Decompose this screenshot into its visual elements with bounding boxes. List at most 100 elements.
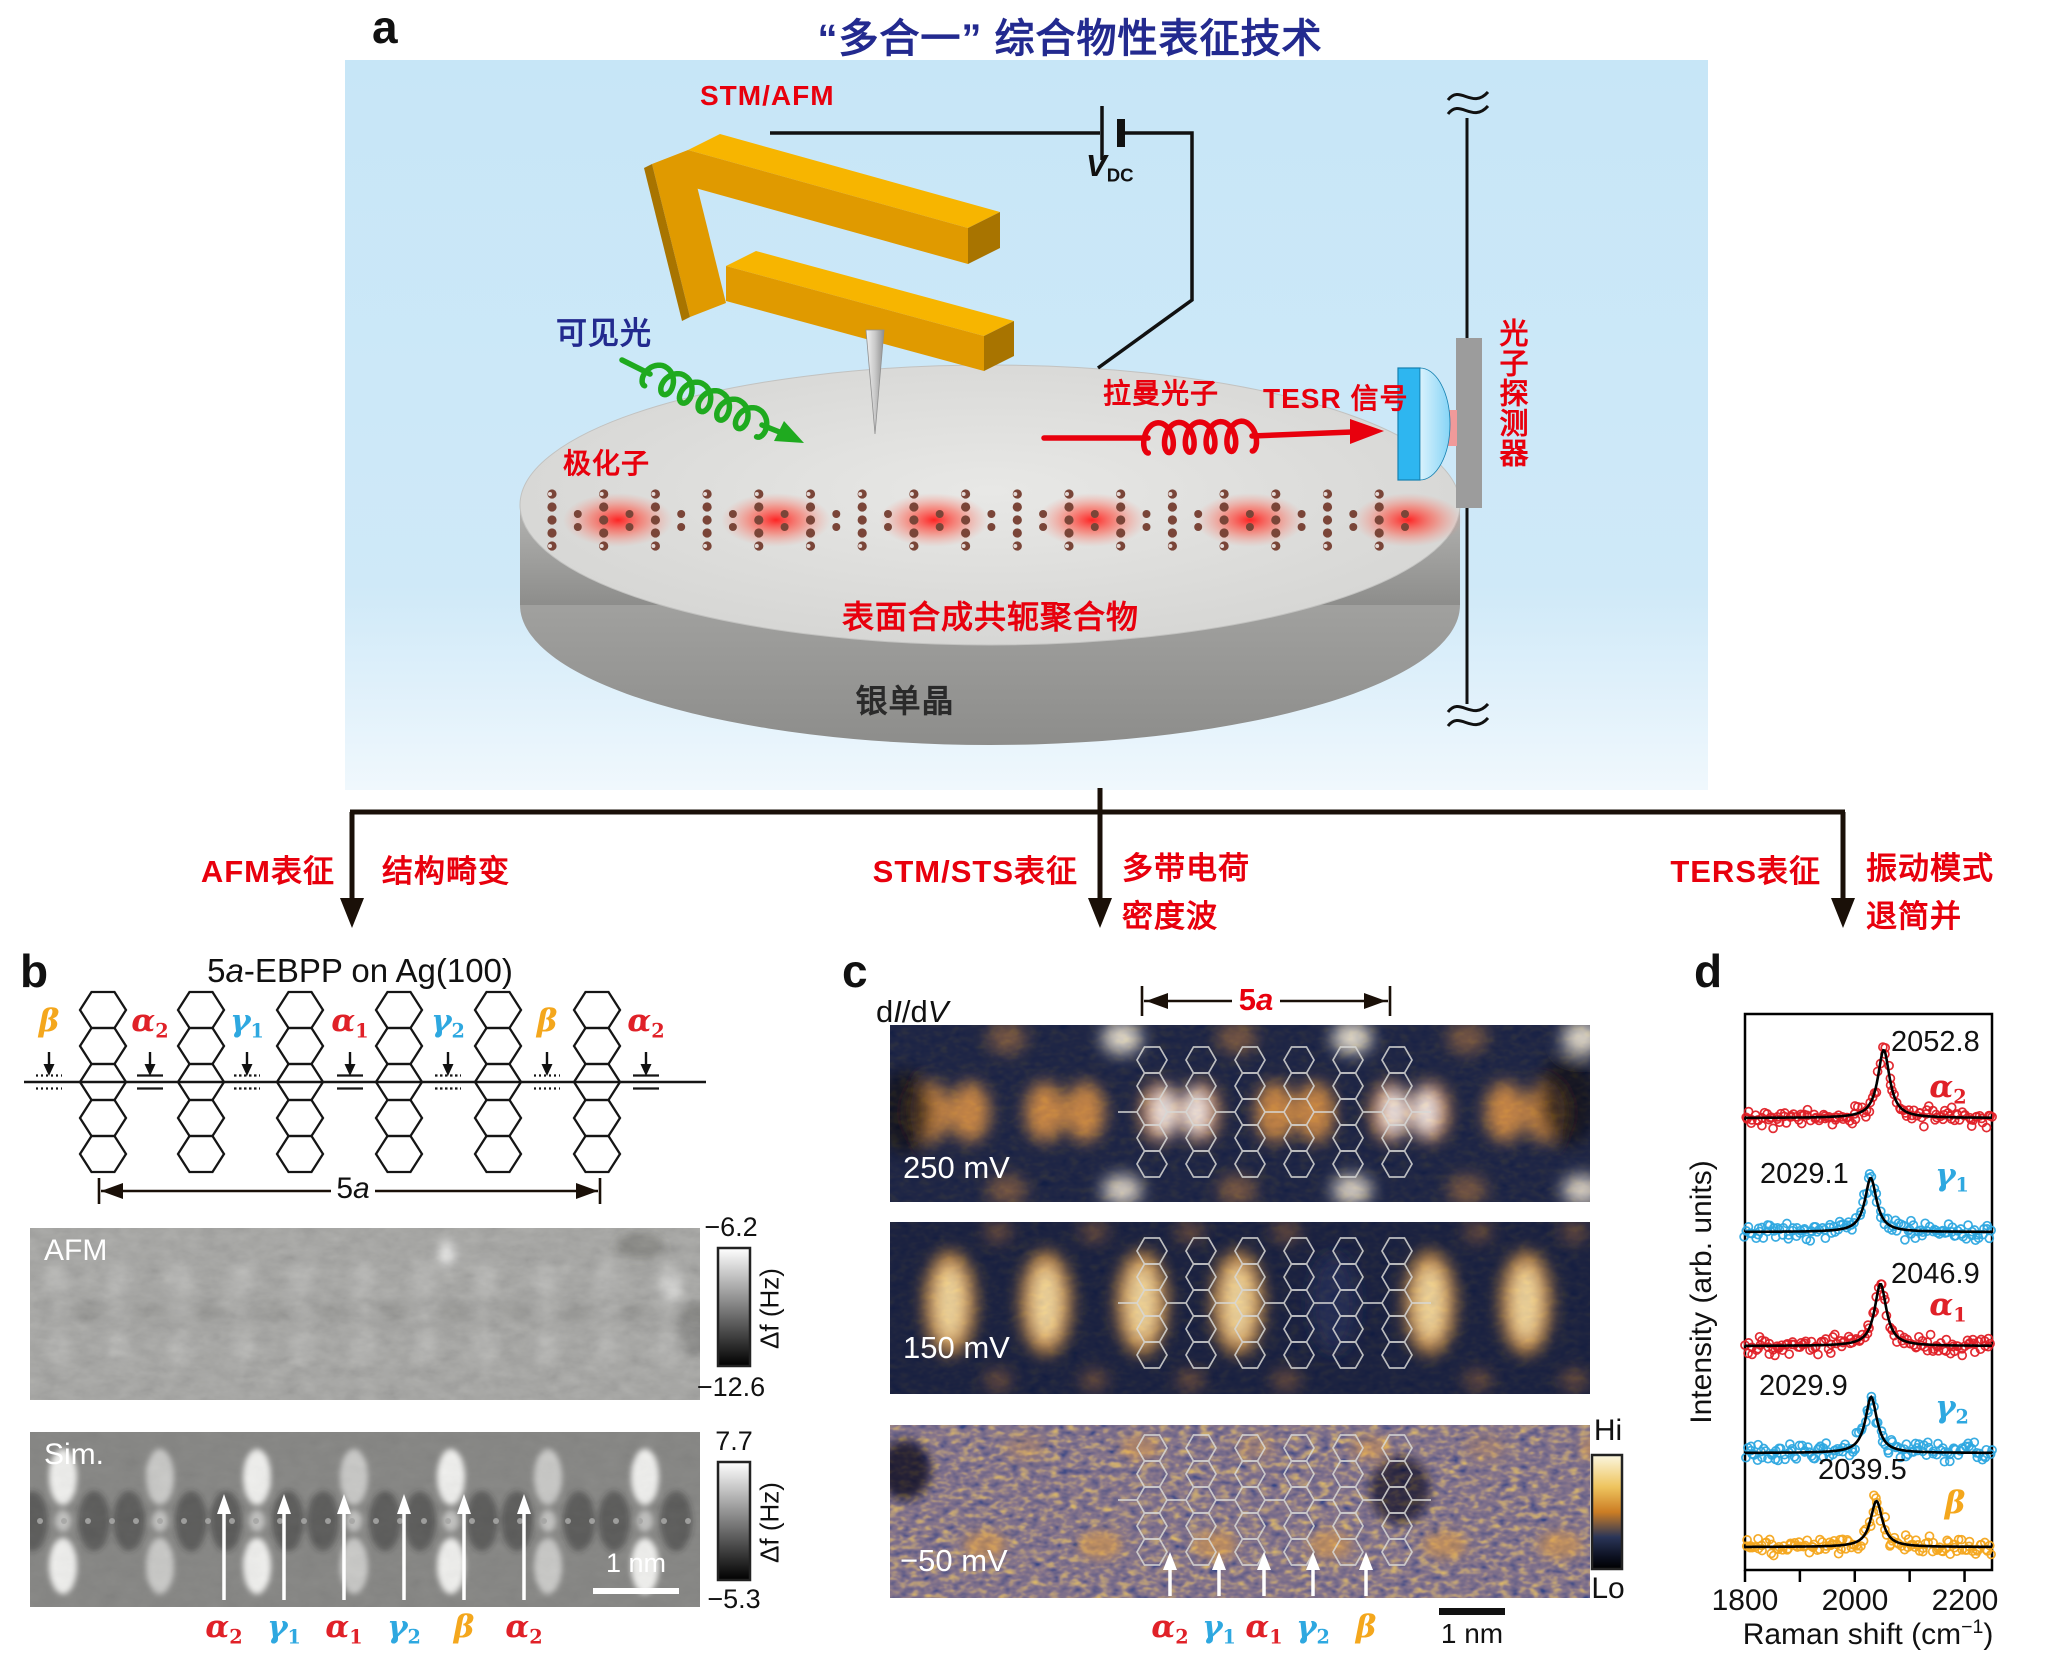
flow-arrowheads <box>340 898 1855 928</box>
bias-250mv: 250 mV <box>903 1150 1010 1185</box>
sts-map-neg50mv <box>890 1425 1590 1598</box>
overlay-ring <box>1332 1538 1364 1566</box>
chain-atom <box>1090 523 1099 531</box>
flow-stm-result-1: 多带电荷 <box>1122 851 1250 886</box>
chain-atom <box>573 510 582 518</box>
spectrum-γ1 <box>1739 1169 1996 1246</box>
site-label-γ1: γ1 <box>230 1003 264 1043</box>
chain-highlight <box>1375 492 1380 496</box>
chain-atom <box>650 515 661 525</box>
data-point <box>1856 1541 1866 1551</box>
polaron-glow <box>879 493 989 547</box>
stm-tip <box>865 329 885 435</box>
data-point <box>1764 1534 1775 1545</box>
chain-atom <box>1167 502 1177 512</box>
afm-noise <box>30 1228 700 1400</box>
wire-break-icon <box>1446 716 1490 728</box>
overlay-ring <box>1283 1150 1315 1178</box>
afm-image-tag: AFM <box>44 1234 108 1267</box>
chain-atom <box>1219 502 1229 512</box>
data-point <box>1900 1234 1910 1245</box>
peak-value-g1: 2029.1 <box>1760 1158 1849 1190</box>
panel-b-title: 5a-EBPP on Ag(100) <box>140 952 580 990</box>
overlay-ring <box>1136 1538 1168 1566</box>
data-point <box>1864 1106 1875 1117</box>
chain-atom <box>805 502 816 512</box>
chain-atom <box>677 510 686 518</box>
polymer-label: 表面合成共轭聚合物 <box>841 599 1139 635</box>
polaron-glow <box>563 493 673 547</box>
panel-d-letter: d <box>1694 945 1723 997</box>
chain-highlight <box>1220 544 1225 548</box>
tesr-signal-label: TESR 信号 <box>1263 383 1409 414</box>
overlay-ring <box>1185 1538 1217 1566</box>
sts-colorbar-lo: Lo <box>1591 1572 1625 1605</box>
c-5a-pre: 5 <box>1238 982 1256 1017</box>
acene-ring <box>374 1098 424 1138</box>
chain-atom <box>1374 528 1384 538</box>
chain-atom <box>754 502 764 512</box>
spectrum-γ2 <box>1741 1391 1997 1467</box>
green-squiggle <box>639 362 770 440</box>
chain-atom <box>1142 510 1151 518</box>
orange-patch <box>1538 1531 1582 1559</box>
sim-arrow-head <box>517 1494 531 1514</box>
data-point <box>1883 1448 1894 1458</box>
chain-atom <box>805 515 816 525</box>
data-point <box>1866 1391 1877 1402</box>
data-point <box>1815 1534 1825 1545</box>
didv-i: I <box>893 994 902 1029</box>
flow-afm-result: 结构畸变 <box>382 854 510 889</box>
data-point <box>1844 1116 1855 1126</box>
sim-colorbar-unit: Δf (Hz) <box>754 1482 785 1563</box>
wire-break-icon <box>1446 90 1490 102</box>
sim-image-tag: Sim. <box>44 1438 104 1471</box>
data-point <box>1864 1323 1874 1334</box>
chain-highlight <box>703 492 708 496</box>
data-point <box>1968 1338 1979 1349</box>
peak-value-a2: 2052.8 <box>1891 1026 1980 1058</box>
raman-xlabel: Raman shift (cm−1) <box>1713 1616 2023 1652</box>
chain-atom <box>1194 523 1203 531</box>
chain-atom <box>1219 528 1229 538</box>
chain-atom <box>1167 528 1177 538</box>
raman-photon-label: 拉曼光子 <box>1103 378 1220 409</box>
sim-colorbar <box>716 1460 752 1582</box>
chain-atom <box>1219 515 1229 525</box>
overlay-ring <box>1234 1341 1266 1369</box>
acene-ring <box>473 1098 523 1138</box>
probe-label: STM/AFM <box>700 80 835 111</box>
bias-circuit <box>770 106 1194 370</box>
chain-atom <box>599 502 609 512</box>
data-point <box>1849 1218 1859 1228</box>
raman-axis-ticks <box>1743 1570 1966 1582</box>
polaron-label: 极化子 <box>563 448 651 479</box>
chain-atom <box>573 523 582 531</box>
orange-patch <box>963 1531 1007 1559</box>
peak-value-g2: 2029.9 <box>1759 1370 1848 1402</box>
chain-highlight <box>1375 544 1380 548</box>
chain-atom <box>1116 528 1126 538</box>
didv-label: dI/dV <box>876 994 948 1030</box>
acene-ring <box>78 1134 128 1174</box>
data-point <box>1837 1534 1848 1545</box>
chain-highlight <box>909 492 914 496</box>
dark-patch <box>890 1440 931 1500</box>
chain-atom <box>1401 510 1409 518</box>
dark-patch <box>1370 1456 1430 1524</box>
chain-atom <box>1297 510 1306 518</box>
chain-highlight <box>599 492 604 496</box>
b-5a-italic: a <box>353 1172 370 1205</box>
sts-map-150mv <box>890 1222 1590 1394</box>
bias-neg50mv: −50 mV <box>900 1543 1008 1578</box>
chain-atom <box>1012 528 1022 538</box>
b-title-pre: 5 <box>207 952 226 989</box>
series-label-γ1: γ1 <box>1935 1157 1969 1197</box>
sim-site-arrows <box>217 1494 531 1600</box>
chain-highlight <box>1323 492 1328 496</box>
acene-ring <box>572 990 622 1030</box>
data-point <box>1941 1334 1952 1345</box>
chain-atom <box>625 523 634 531</box>
chain-highlight <box>858 544 863 548</box>
orange-patch <box>1350 1436 1390 1460</box>
